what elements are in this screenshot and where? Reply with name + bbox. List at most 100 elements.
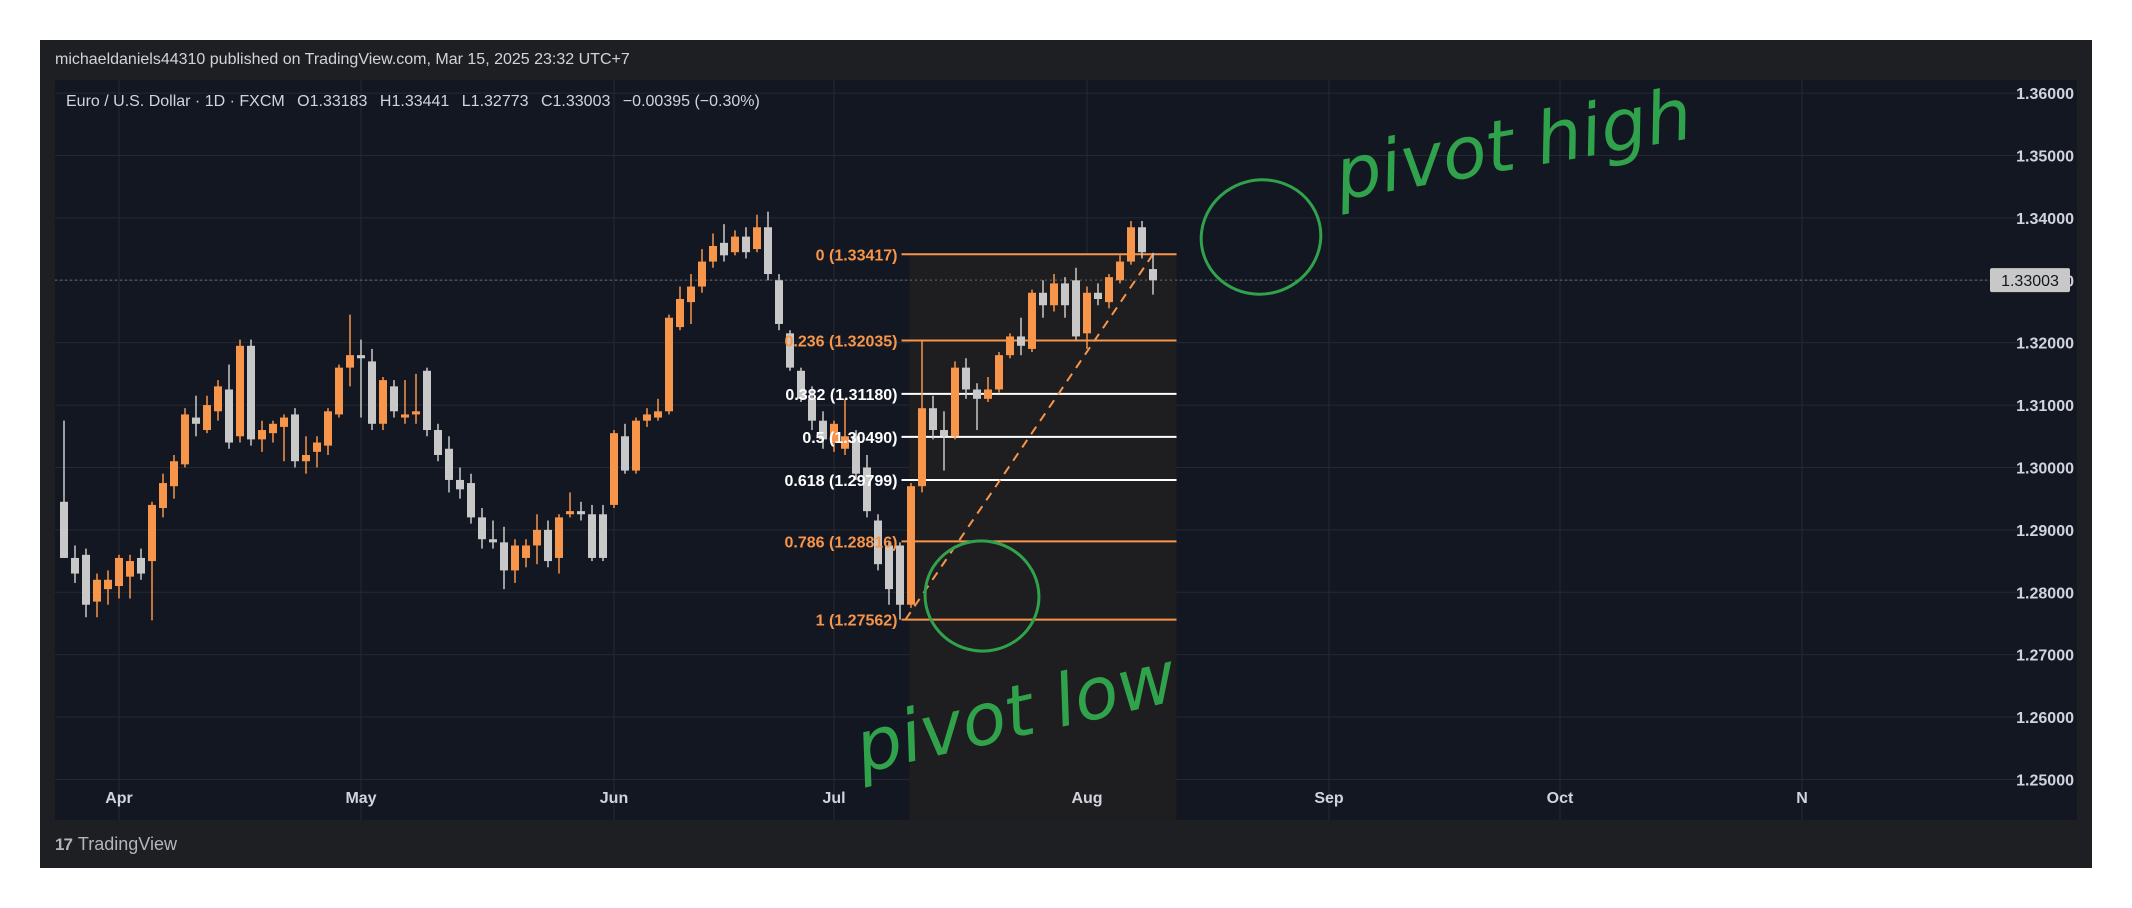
candle-body bbox=[1017, 336, 1025, 346]
candle bbox=[984, 376, 992, 402]
candle-body bbox=[786, 333, 794, 368]
candle-body bbox=[60, 501, 68, 558]
price-tick-label: 1.28000 bbox=[2016, 585, 2074, 602]
candle-body bbox=[522, 545, 530, 558]
candle bbox=[1039, 280, 1047, 318]
candle-body bbox=[434, 430, 442, 455]
time-tick-label: Apr bbox=[105, 790, 133, 807]
candle-body bbox=[126, 561, 134, 577]
candle-body bbox=[841, 436, 849, 449]
price-tick-label: 1.36000 bbox=[2016, 86, 2074, 103]
legend-low-key: L bbox=[462, 93, 471, 110]
candle-body bbox=[577, 511, 585, 515]
legend-high-key: H bbox=[380, 93, 392, 110]
fib-level-label: 0.236 (1.32035) bbox=[785, 333, 898, 350]
candle-body bbox=[907, 486, 915, 605]
candle-body bbox=[885, 545, 893, 590]
candle bbox=[808, 386, 816, 431]
candle-body bbox=[830, 423, 838, 443]
candle-body bbox=[1083, 292, 1091, 334]
candle-body bbox=[1105, 277, 1113, 303]
price-tick-label: 1.27000 bbox=[2016, 648, 2074, 665]
candle-body bbox=[379, 380, 387, 424]
candle bbox=[588, 504, 596, 562]
fib-level-label: 0.382 (1.31180) bbox=[785, 387, 897, 404]
candle-body bbox=[1039, 292, 1047, 306]
candle bbox=[258, 420, 266, 452]
candle-body bbox=[159, 483, 167, 509]
candle bbox=[1061, 277, 1069, 318]
candle bbox=[346, 314, 354, 387]
candle bbox=[544, 520, 552, 568]
candle bbox=[1006, 333, 1014, 359]
candle bbox=[709, 233, 717, 268]
candle-body bbox=[1072, 280, 1080, 337]
candle-body bbox=[555, 517, 563, 558]
legend-high: 1.33441 bbox=[391, 93, 449, 110]
candle bbox=[929, 395, 937, 440]
candle-body bbox=[269, 423, 277, 434]
price-tick-label: 1.30000 bbox=[2016, 460, 2074, 477]
footer: 17 TradingView bbox=[40, 820, 2092, 868]
legend-symbol: Euro / U.S. Dollar · 1D · FXCM bbox=[66, 93, 285, 110]
symbol-legend: Euro / U.S. Dollar · 1D · FXCM O1.33183 … bbox=[66, 93, 760, 110]
candle-body bbox=[1028, 292, 1036, 349]
candle-body bbox=[148, 504, 156, 562]
candle-body bbox=[236, 345, 244, 437]
candle-body bbox=[687, 286, 695, 303]
candle-body bbox=[1149, 269, 1157, 281]
candle-body bbox=[544, 529, 552, 562]
candle-body bbox=[643, 414, 651, 421]
time-tick-label: N bbox=[1796, 790, 1808, 807]
candle bbox=[687, 274, 695, 324]
candle-body bbox=[676, 299, 684, 328]
candle bbox=[632, 417, 640, 474]
time-axis[interactable]: Apr May Jun Jul Aug Sep Oct N bbox=[105, 790, 1808, 807]
candle bbox=[247, 339, 255, 446]
candle-body bbox=[896, 545, 904, 605]
candle bbox=[1127, 221, 1135, 265]
candle bbox=[676, 286, 684, 331]
candle-body bbox=[973, 389, 981, 399]
candle bbox=[720, 224, 728, 262]
candle bbox=[1050, 274, 1058, 312]
candle bbox=[280, 414, 288, 462]
candle bbox=[1028, 289, 1036, 353]
candle-body bbox=[357, 355, 365, 359]
candle-body bbox=[863, 467, 871, 512]
candle bbox=[335, 364, 343, 418]
tradingview-brand[interactable]: 17 TradingView bbox=[55, 834, 177, 855]
candle-body bbox=[1116, 261, 1124, 281]
candle-body bbox=[918, 408, 926, 487]
candle bbox=[467, 473, 475, 524]
candle-body bbox=[324, 411, 332, 446]
candle bbox=[885, 542, 893, 605]
candle-body bbox=[511, 545, 519, 571]
candle-body bbox=[412, 411, 420, 415]
candle bbox=[126, 554, 134, 599]
candle bbox=[962, 358, 970, 399]
candle-body bbox=[500, 542, 508, 571]
candle-body bbox=[709, 245, 717, 262]
candle bbox=[60, 420, 68, 558]
candle bbox=[1072, 267, 1080, 340]
time-tick-label: May bbox=[345, 790, 376, 807]
candle-body bbox=[929, 408, 937, 431]
candle bbox=[951, 361, 959, 440]
candle bbox=[918, 339, 926, 493]
candle bbox=[764, 211, 772, 281]
candle-body bbox=[280, 417, 288, 427]
candle bbox=[93, 573, 101, 618]
candle bbox=[324, 408, 332, 455]
candle bbox=[1149, 252, 1157, 295]
candle-body bbox=[423, 370, 431, 431]
candle-body bbox=[764, 227, 772, 275]
tradingview-logo-icon: 17 bbox=[55, 834, 73, 854]
candle bbox=[577, 501, 585, 521]
candle-body bbox=[984, 389, 992, 399]
candle-body bbox=[1094, 292, 1102, 300]
candle bbox=[1017, 317, 1025, 356]
last-price-label: 1.33003 bbox=[2001, 273, 2059, 290]
candle-body bbox=[346, 355, 354, 368]
price-chart[interactable]: 0 (1.33417) 0.236 (1.32035) 0.382 (1.31180… bbox=[40, 40, 2092, 868]
